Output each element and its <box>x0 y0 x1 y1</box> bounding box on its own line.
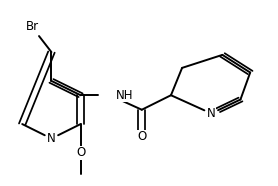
Text: N: N <box>207 107 216 120</box>
Text: NH: NH <box>116 89 134 102</box>
Text: Br: Br <box>25 20 39 33</box>
Text: O: O <box>137 130 147 143</box>
Text: N: N <box>47 132 56 145</box>
Text: O: O <box>76 146 85 159</box>
